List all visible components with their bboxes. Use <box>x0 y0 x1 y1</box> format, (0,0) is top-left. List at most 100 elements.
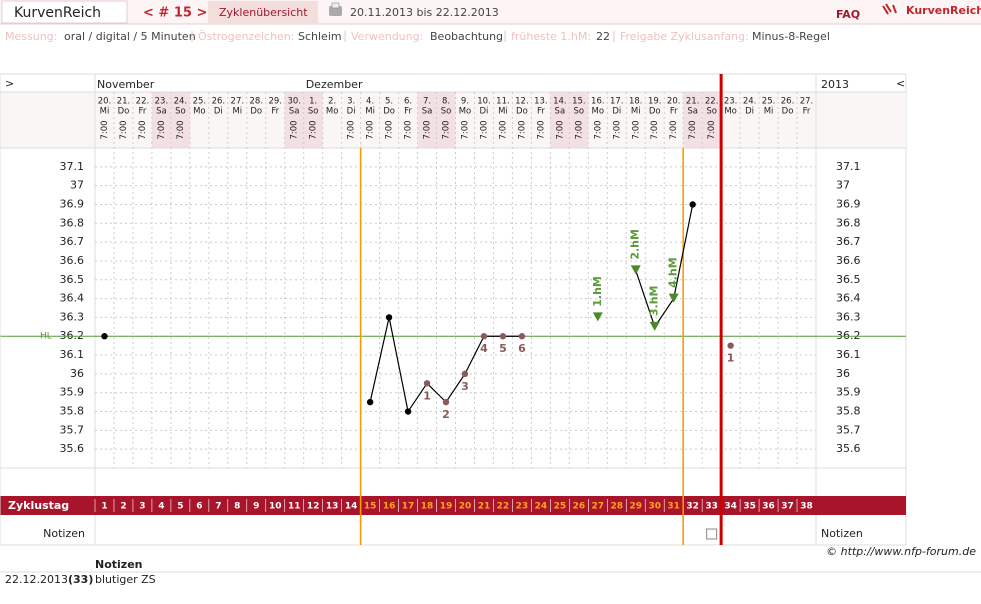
time-label: 7:00 <box>536 120 546 139</box>
weekday-label: Do <box>250 107 262 117</box>
date-label: 28. <box>250 97 264 107</box>
date-label: 9. <box>461 97 469 107</box>
weekday-label: Fr <box>537 107 545 117</box>
weekday-label: Mi <box>764 107 774 117</box>
y-tick-label-right: 36.1 <box>836 348 861 361</box>
cycle-bar <box>0 496 906 515</box>
count-label: 3 <box>461 380 469 393</box>
y-tick-label: 36.6 <box>60 254 85 267</box>
time-label: 7:00 <box>347 120 357 139</box>
logo-icon <box>882 3 897 15</box>
time-label: 7:00 <box>555 120 565 139</box>
nav-right[interactable]: < <box>896 77 905 90</box>
date-label: 10. <box>477 97 491 107</box>
weekday-label: Sa <box>555 107 566 117</box>
nav-left[interactable]: > <box>5 77 14 90</box>
weekday-label: Do <box>516 107 528 117</box>
time-label: 7:00 <box>176 120 186 139</box>
setting-value: Beobachtung <box>430 30 503 43</box>
printer-paper <box>331 2 340 9</box>
weekday-label: Mi <box>498 107 508 117</box>
cycle-day: 3 <box>139 502 145 512</box>
weekday-label: Mo <box>724 107 737 117</box>
time-label: 7:00 <box>593 120 603 139</box>
weekday-label: So <box>441 107 452 117</box>
time-label: 7:00 <box>498 120 508 139</box>
y-tick-label-right: 36 <box>836 367 850 380</box>
cycle-day: 21 <box>478 502 491 512</box>
weekday-label: Do <box>782 107 794 117</box>
cycle-nav[interactable]: < # 15 > <box>143 6 207 21</box>
temperature-point <box>689 201 696 208</box>
weekday-label: Fr <box>803 107 811 117</box>
date-label: 26. <box>212 97 226 107</box>
time-label: 7:00 <box>442 120 452 139</box>
counted-point <box>518 333 526 340</box>
date-label: 27. <box>231 97 245 107</box>
setting-label: früheste 1.hM: <box>511 30 591 43</box>
faq-link[interactable]: FAQ <box>836 8 860 21</box>
note-date: 22.12.2013 <box>5 573 68 586</box>
weekday-label: Di <box>479 107 488 117</box>
weekend-shade <box>417 92 437 148</box>
counted-point <box>461 370 469 378</box>
y-tick-label-right: 36.4 <box>836 292 861 305</box>
weekday-label: Mi <box>232 107 242 117</box>
date-label: 23. <box>155 97 169 107</box>
weekend-shade <box>436 92 456 148</box>
weekend-shade <box>683 92 703 148</box>
date-label: 1. <box>309 97 317 107</box>
hm-label: 3.hM <box>648 286 661 317</box>
cycle-day: 15 <box>364 502 377 512</box>
cycle-day: 29 <box>629 502 642 512</box>
cycle-day: 24 <box>535 502 548 512</box>
weekday-label: Mi <box>100 107 110 117</box>
temperature-point <box>101 333 108 340</box>
weekday-label: Di <box>745 107 754 117</box>
y-tick-label: 35.6 <box>60 442 85 455</box>
logo-text[interactable]: KurvenReich <box>906 4 981 17</box>
hm-label: 2.hM <box>629 229 642 260</box>
date-label: 17. <box>610 97 624 107</box>
date-label: 21. <box>117 97 131 107</box>
year-label: 2013 <box>821 78 849 91</box>
note-icon[interactable] <box>706 528 718 540</box>
date-label: 24. <box>174 97 188 107</box>
cycle-day: 22 <box>497 502 510 512</box>
weekday-label: Fr <box>271 107 279 117</box>
setting-value: Schleim <box>298 30 342 43</box>
time-label: 7:00 <box>631 120 641 139</box>
app-title[interactable]: KurvenReich <box>14 5 101 21</box>
note-text: blutiger ZS <box>95 573 156 586</box>
date-label: 29. <box>268 97 282 107</box>
notes-label: Notizen <box>43 527 85 540</box>
date-range: 20.11.2013 bis 22.12.2013 <box>350 6 499 19</box>
time-label: 7:00 <box>479 120 489 139</box>
time-label: 7:00 <box>460 120 470 139</box>
cycle-day: 8 <box>234 502 240 512</box>
time-label: 7:00 <box>650 120 660 139</box>
weekday-label: So <box>574 107 585 117</box>
date-label: 24. <box>743 97 757 107</box>
date-label: 18. <box>629 97 643 107</box>
cycle-day: 10 <box>269 502 282 512</box>
weekday-label: Sa <box>422 107 433 117</box>
y-tick-label-right: 36.8 <box>836 216 861 229</box>
y-tick-label-right: 35.7 <box>836 423 861 436</box>
y-tick-label-right: 36.6 <box>836 254 861 267</box>
weekday-label: Do <box>383 107 395 117</box>
y-tick-label: 36.3 <box>60 310 85 323</box>
time-label: 7:00 <box>100 120 110 139</box>
counted-point <box>499 333 507 340</box>
weekday-label: So <box>308 107 319 117</box>
printer-icon[interactable] <box>329 6 342 16</box>
y-tick-label-right: 35.6 <box>836 442 861 455</box>
overview-link[interactable]: Zyklenübersicht <box>219 6 308 19</box>
cycle-day: 28 <box>611 502 624 512</box>
hm-marker <box>630 265 641 275</box>
cycle-day: 6 <box>196 502 202 512</box>
time-label: 7:00 <box>423 120 433 139</box>
cycle-day: 7 <box>215 502 221 512</box>
cycle-day: 25 <box>554 502 567 512</box>
month-label: Dezember <box>306 78 363 91</box>
